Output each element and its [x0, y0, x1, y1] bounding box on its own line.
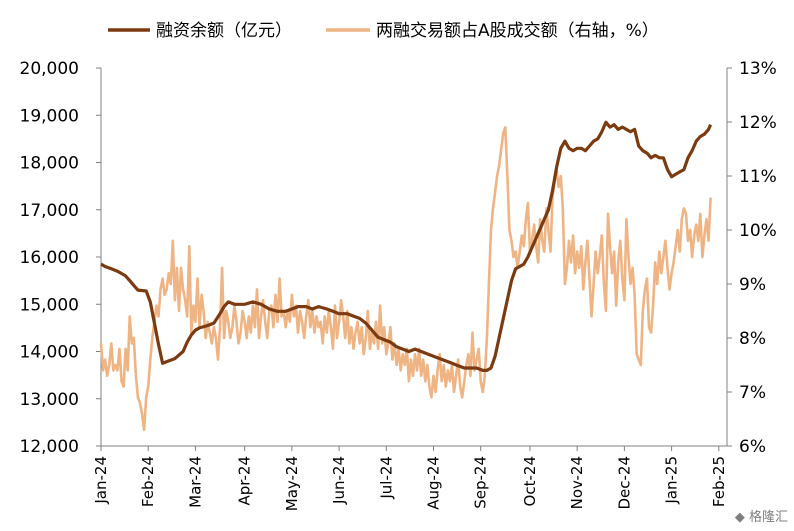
x-axis-tick-label: Jan-24 [92, 456, 110, 505]
left-axis-tick-label: 14,000 [20, 343, 79, 363]
x-axis-tick-label: Mar-24 [186, 456, 204, 508]
right-axis-tick-label: 8% [739, 329, 766, 349]
x-axis-tick-label: Feb-24 [139, 456, 157, 507]
x-axis-tick-label: Jul-24 [377, 456, 395, 500]
watermark: ◆ 格隆汇 [735, 506, 788, 525]
right-axis-tick-label: 12% [739, 113, 777, 133]
series-line-margin-share [99, 126, 712, 432]
left-axis-tick-label: 12,000 [20, 437, 79, 457]
x-axis-ticks: Jan-24 Feb-24 Mar-24 Apr-24 May-24 Jun-24 Jul-… [92, 446, 728, 511]
left-axis-tick-label: 20,000 [20, 59, 79, 79]
right-axis-tick-label: 7% [739, 383, 766, 403]
right-axis-ticks: 13% 12% 11% 10% 9% 8% 7% 6% [727, 59, 777, 457]
legend: 融资余额（亿元） 两融交易额占A股成交额（右轴，%） [108, 21, 659, 41]
x-axis-tick-label: Feb-25 [710, 456, 728, 507]
legend-label-financing-balance: 融资余额（亿元） [156, 21, 292, 41]
left-axis-ticks: 20,000 19,000 18,000 17,000 16,000 15,000 14,0… [20, 59, 101, 457]
right-axis-tick-label: 9% [739, 275, 766, 295]
left-axis-tick-label: 16,000 [20, 248, 79, 268]
legend-label-margin-share: 两融交易额占A股成交额（右轴，%） [376, 21, 659, 41]
left-axis-tick-label: 17,000 [20, 201, 79, 221]
x-axis-tick-label: Nov-24 [568, 456, 586, 509]
x-axis-tick-label: May-24 [283, 456, 301, 511]
x-axis-tick-label: Dec-24 [615, 456, 633, 510]
left-axis-tick-label: 15,000 [20, 295, 79, 315]
x-axis-tick-label: Sep-24 [472, 456, 490, 509]
x-axis-tick-label: Jun-24 [330, 456, 348, 505]
left-axis-tick-label: 19,000 [20, 106, 79, 126]
right-axis-tick-label: 13% [739, 59, 777, 79]
x-axis-tick-label: Apr-24 [236, 456, 254, 506]
x-axis-tick-label: Oct-24 [521, 456, 539, 506]
series-line-financing-balance [100, 120, 713, 372]
left-axis-tick-label: 13,000 [20, 390, 79, 410]
right-axis-tick-label: 6% [739, 437, 766, 457]
x-axis-tick-label: Jan-25 [663, 456, 681, 505]
x-axis-tick-label: Aug-24 [424, 456, 442, 510]
watermark-text: 格隆汇 [748, 510, 788, 525]
right-axis-tick-label: 10% [739, 221, 777, 241]
left-axis-tick-label: 18,000 [20, 154, 79, 174]
right-axis-tick-label: 11% [739, 167, 777, 187]
watermark-logo-icon: ◆ [734, 510, 745, 525]
